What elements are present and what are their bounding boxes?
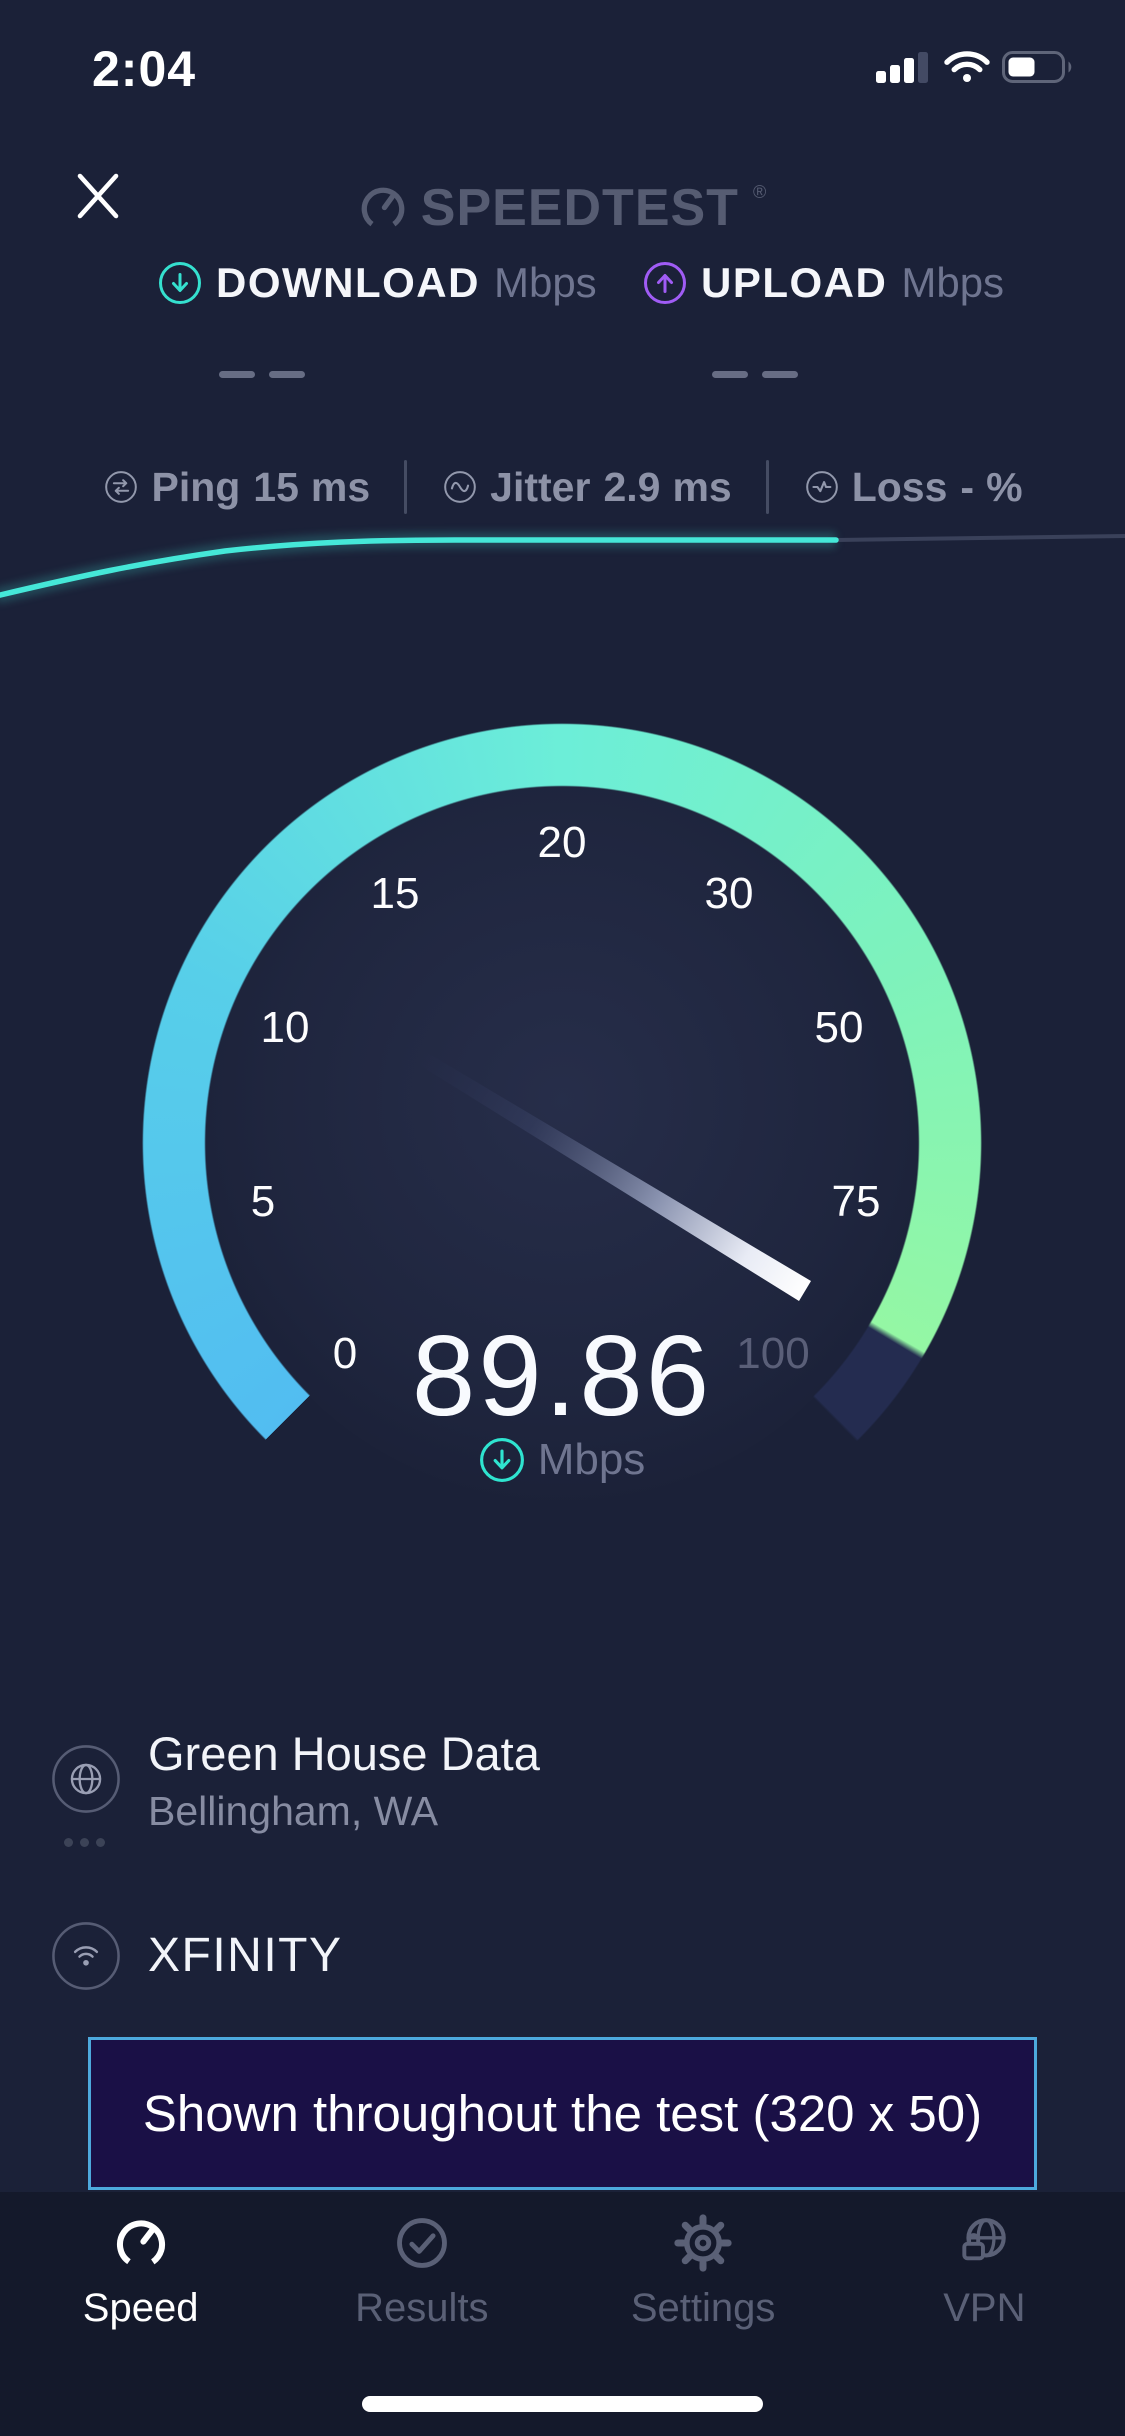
ping-icon (105, 471, 138, 503)
tab-results-label: Results (355, 2286, 489, 2330)
vpn-globe-lock-icon (962, 2218, 1007, 2261)
gauge-tick: 15 (370, 869, 420, 918)
upload-arrow-icon (644, 262, 686, 304)
jitter-unit: ms (672, 463, 732, 510)
jitter-label: Jitter (490, 463, 591, 510)
download-value-placeholder (219, 371, 305, 378)
settings-gear-icon (674, 2214, 732, 2272)
jitter-icon (444, 471, 476, 503)
latency-stats-row: Ping 15 ms Jitter 2.9 ms Loss - % (0, 460, 1125, 514)
stat-divider (404, 460, 408, 514)
home-indicator[interactable] (362, 2396, 763, 2412)
current-speed-value: 89.86 (411, 1313, 713, 1440)
loss-unit: % (986, 463, 1023, 510)
speedtest-gauge-icon (361, 187, 405, 231)
tab-bar: Speed Results (0, 2192, 1125, 2436)
speed-unit-label: Mbps (537, 1435, 646, 1484)
tab-results[interactable]: Results (281, 2192, 562, 2436)
tab-vpn-label: VPN (943, 2286, 1026, 2330)
server-name: Green House Data (148, 1727, 540, 1780)
download-arrow-icon (479, 1438, 524, 1482)
status-time: 2:04 (92, 41, 197, 97)
gauge-tick: 50 (814, 1003, 864, 1052)
loss-label: Loss (851, 463, 948, 510)
tab-speed-label: Speed (82, 2286, 199, 2330)
globe-icon (52, 1745, 120, 1813)
tab-settings-label: Settings (630, 2286, 776, 2330)
packet-loss-icon (805, 471, 838, 503)
battery-icon (1002, 51, 1072, 83)
current-speed-unit-row: Mbps (142, 1435, 982, 1485)
upload-value-placeholder (712, 371, 798, 378)
upload-header: UPLOAD Mbps (643, 259, 1005, 306)
download-arrow-icon (159, 262, 201, 304)
logo-text: SPEEDTEST (420, 179, 739, 237)
server-more-dots (64, 1838, 105, 1847)
speed-gauge-icon (116, 2220, 165, 2269)
tab-speed[interactable]: Speed (0, 2192, 281, 2436)
logo-trademark: ® (752, 182, 767, 202)
cellular-signal-icon (876, 52, 928, 83)
gauge-tick: 0 (332, 1329, 358, 1378)
gauge-needle (413, 1049, 811, 1301)
loss-value: - (960, 463, 975, 510)
ping-stat: Ping 15 ms (102, 464, 370, 511)
close-icon[interactable] (73, 171, 123, 221)
upload-label: UPLOAD (701, 259, 888, 306)
wifi-circle-icon (52, 1922, 120, 1990)
download-label: DOWNLOAD (216, 259, 480, 306)
gauge-tick: 75 (831, 1177, 881, 1226)
download-header: DOWNLOAD Mbps (158, 259, 597, 306)
ping-label: Ping (151, 463, 241, 510)
ad-text: Shown throughout the test (320 x 50) (142, 2085, 983, 2142)
jitter-value: 2.9 (603, 463, 661, 510)
speedtest-logo: SPEEDTEST ® (0, 178, 1125, 238)
tab-vpn[interactable]: VPN (844, 2192, 1125, 2436)
upload-unit: Mbps (901, 259, 1005, 306)
speed-gauge: 0 5 10 15 20 30 50 75 100 89.86 Mbps (142, 723, 982, 1563)
ad-banner[interactable]: Shown throughout the test (320 x 50) (88, 2037, 1037, 2190)
gauge-tick-max: 100 (736, 1329, 810, 1378)
ping-unit: ms (310, 463, 371, 510)
isp-name: XFINITY (148, 1929, 343, 1982)
tab-settings[interactable]: Settings (563, 2192, 844, 2436)
download-unit: Mbps (493, 259, 597, 306)
loss-stat: Loss - % (803, 464, 1023, 511)
wifi-status-icon (944, 51, 990, 82)
gauge-tick: 20 (537, 818, 587, 867)
gauge-tick: 30 (704, 869, 754, 918)
download-sparkline (0, 532, 1125, 604)
server-location: Bellingham, WA (148, 1788, 439, 1834)
results-check-icon (396, 2218, 447, 2268)
jitter-stat: Jitter 2.9 ms (441, 464, 732, 511)
gauge-tick: 10 (260, 1003, 310, 1052)
gauge-tick: 5 (250, 1177, 276, 1226)
ping-value: 15 (253, 463, 299, 510)
stat-divider (765, 460, 769, 514)
